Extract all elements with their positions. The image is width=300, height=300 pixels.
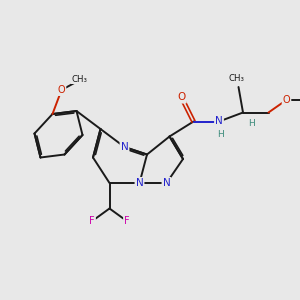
Text: N: N — [163, 178, 170, 188]
Text: N: N — [136, 178, 143, 188]
Text: CH₃: CH₃ — [71, 75, 88, 84]
Text: O: O — [177, 92, 186, 103]
Text: N: N — [215, 116, 223, 127]
Text: F: F — [124, 216, 130, 226]
Text: N: N — [121, 142, 128, 152]
Text: O: O — [58, 85, 65, 95]
Text: CH₃: CH₃ — [229, 74, 245, 83]
Text: H: H — [217, 130, 224, 139]
Text: F: F — [89, 216, 95, 226]
Text: H: H — [248, 119, 255, 128]
Text: O: O — [283, 95, 290, 105]
